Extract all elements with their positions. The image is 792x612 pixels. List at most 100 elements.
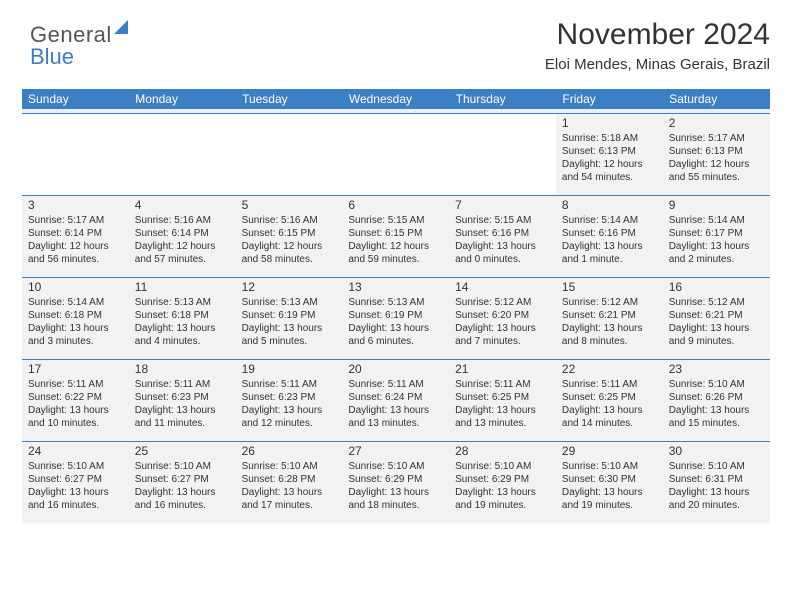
day-number: 5 [242,198,337,214]
day-number: 22 [562,362,657,378]
calendar-week-row: 10Sunrise: 5:14 AMSunset: 6:18 PMDayligh… [22,277,770,359]
day-info: Sunrise: 5:14 AMSunset: 6:16 PMDaylight:… [562,214,657,266]
calendar-day-cell: 13Sunrise: 5:13 AMSunset: 6:19 PMDayligh… [342,277,449,359]
day-info: Sunrise: 5:13 AMSunset: 6:19 PMDaylight:… [348,296,443,348]
day-number: 30 [669,444,764,460]
day-number: 23 [669,362,764,378]
day-info: Sunrise: 5:12 AMSunset: 6:21 PMDaylight:… [669,296,764,348]
day-number: 2 [669,116,764,132]
day-number: 15 [562,280,657,296]
day-info: Sunrise: 5:10 AMSunset: 6:27 PMDaylight:… [135,460,230,512]
page-title: November 2024 [22,18,770,52]
calendar-day-cell [449,113,556,195]
day-info: Sunrise: 5:16 AMSunset: 6:15 PMDaylight:… [242,214,337,266]
calendar-day-cell: 30Sunrise: 5:10 AMSunset: 6:31 PMDayligh… [663,441,770,523]
day-info: Sunrise: 5:13 AMSunset: 6:19 PMDaylight:… [242,296,337,348]
calendar-day-cell: 4Sunrise: 5:16 AMSunset: 6:14 PMDaylight… [129,195,236,277]
day-info: Sunrise: 5:10 AMSunset: 6:28 PMDaylight:… [242,460,337,512]
day-info: Sunrise: 5:11 AMSunset: 6:25 PMDaylight:… [562,378,657,430]
day-info: Sunrise: 5:12 AMSunset: 6:20 PMDaylight:… [455,296,550,348]
day-info: Sunrise: 5:10 AMSunset: 6:31 PMDaylight:… [669,460,764,512]
day-info: Sunrise: 5:11 AMSunset: 6:23 PMDaylight:… [242,378,337,430]
day-number: 17 [28,362,123,378]
day-number: 4 [135,198,230,214]
calendar-week-row: 17Sunrise: 5:11 AMSunset: 6:22 PMDayligh… [22,359,770,441]
calendar-day-cell: 24Sunrise: 5:10 AMSunset: 6:27 PMDayligh… [22,441,129,523]
calendar-day-cell: 20Sunrise: 5:11 AMSunset: 6:24 PMDayligh… [342,359,449,441]
day-number: 27 [348,444,443,460]
day-number: 29 [562,444,657,460]
calendar-day-cell: 8Sunrise: 5:14 AMSunset: 6:16 PMDaylight… [556,195,663,277]
brand-triangle-icon [114,20,128,34]
day-info: Sunrise: 5:18 AMSunset: 6:13 PMDaylight:… [562,132,657,184]
calendar-header-cell: Friday [556,89,663,109]
location-subtitle: Eloi Mendes, Minas Gerais, Brazil [22,56,770,73]
day-info: Sunrise: 5:12 AMSunset: 6:21 PMDaylight:… [562,296,657,348]
calendar-day-cell: 18Sunrise: 5:11 AMSunset: 6:23 PMDayligh… [129,359,236,441]
day-number: 1 [562,116,657,132]
day-info: Sunrise: 5:14 AMSunset: 6:18 PMDaylight:… [28,296,123,348]
day-info: Sunrise: 5:17 AMSunset: 6:14 PMDaylight:… [28,214,123,266]
calendar-header-cell: Tuesday [236,89,343,109]
calendar-table: SundayMondayTuesdayWednesdayThursdayFrid… [22,89,770,523]
calendar-day-cell: 10Sunrise: 5:14 AMSunset: 6:18 PMDayligh… [22,277,129,359]
day-number: 28 [455,444,550,460]
day-number: 6 [348,198,443,214]
calendar-day-cell: 29Sunrise: 5:10 AMSunset: 6:30 PMDayligh… [556,441,663,523]
calendar-day-cell: 27Sunrise: 5:10 AMSunset: 6:29 PMDayligh… [342,441,449,523]
day-info: Sunrise: 5:15 AMSunset: 6:15 PMDaylight:… [348,214,443,266]
day-number: 18 [135,362,230,378]
day-info: Sunrise: 5:15 AMSunset: 6:16 PMDaylight:… [455,214,550,266]
calendar-day-cell: 22Sunrise: 5:11 AMSunset: 6:25 PMDayligh… [556,359,663,441]
calendar-week-row: 24Sunrise: 5:10 AMSunset: 6:27 PMDayligh… [22,441,770,523]
day-info: Sunrise: 5:11 AMSunset: 6:25 PMDaylight:… [455,378,550,430]
calendar-day-cell: 9Sunrise: 5:14 AMSunset: 6:17 PMDaylight… [663,195,770,277]
day-info: Sunrise: 5:10 AMSunset: 6:30 PMDaylight:… [562,460,657,512]
calendar-day-cell: 16Sunrise: 5:12 AMSunset: 6:21 PMDayligh… [663,277,770,359]
calendar-day-cell: 15Sunrise: 5:12 AMSunset: 6:21 PMDayligh… [556,277,663,359]
calendar-day-cell: 28Sunrise: 5:10 AMSunset: 6:29 PMDayligh… [449,441,556,523]
brand-word-2: Blue [30,44,74,69]
calendar-day-cell: 25Sunrise: 5:10 AMSunset: 6:27 PMDayligh… [129,441,236,523]
calendar-day-cell: 2Sunrise: 5:17 AMSunset: 6:13 PMDaylight… [663,113,770,195]
day-info: Sunrise: 5:10 AMSunset: 6:27 PMDaylight:… [28,460,123,512]
day-number: 10 [28,280,123,296]
day-number: 11 [135,280,230,296]
day-info: Sunrise: 5:11 AMSunset: 6:23 PMDaylight:… [135,378,230,430]
calendar-day-cell [129,113,236,195]
calendar-day-cell: 1Sunrise: 5:18 AMSunset: 6:13 PMDaylight… [556,113,663,195]
day-number: 8 [562,198,657,214]
day-number: 12 [242,280,337,296]
calendar-day-cell: 23Sunrise: 5:10 AMSunset: 6:26 PMDayligh… [663,359,770,441]
day-info: Sunrise: 5:13 AMSunset: 6:18 PMDaylight:… [135,296,230,348]
day-info: Sunrise: 5:11 AMSunset: 6:22 PMDaylight:… [28,378,123,430]
day-number: 26 [242,444,337,460]
day-info: Sunrise: 5:14 AMSunset: 6:17 PMDaylight:… [669,214,764,266]
calendar-day-cell [342,113,449,195]
calendar-day-cell [22,113,129,195]
day-number: 21 [455,362,550,378]
calendar-header-cell: Monday [129,89,236,109]
day-info: Sunrise: 5:10 AMSunset: 6:26 PMDaylight:… [669,378,764,430]
calendar-header-cell: Saturday [663,89,770,109]
day-number: 3 [28,198,123,214]
day-info: Sunrise: 5:17 AMSunset: 6:13 PMDaylight:… [669,132,764,184]
day-number: 25 [135,444,230,460]
calendar-day-cell: 6Sunrise: 5:15 AMSunset: 6:15 PMDaylight… [342,195,449,277]
calendar-day-cell: 19Sunrise: 5:11 AMSunset: 6:23 PMDayligh… [236,359,343,441]
day-number: 9 [669,198,764,214]
calendar-day-cell: 17Sunrise: 5:11 AMSunset: 6:22 PMDayligh… [22,359,129,441]
calendar-week-row: 1Sunrise: 5:18 AMSunset: 6:13 PMDaylight… [22,113,770,195]
day-number: 20 [348,362,443,378]
day-info: Sunrise: 5:16 AMSunset: 6:14 PMDaylight:… [135,214,230,266]
header-block: November 2024 Eloi Mendes, Minas Gerais,… [22,18,770,73]
calendar-day-cell: 11Sunrise: 5:13 AMSunset: 6:18 PMDayligh… [129,277,236,359]
calendar-header-cell: Sunday [22,89,129,109]
calendar-header-cell: Thursday [449,89,556,109]
calendar-day-cell [236,113,343,195]
day-number: 13 [348,280,443,296]
calendar-day-cell: 26Sunrise: 5:10 AMSunset: 6:28 PMDayligh… [236,441,343,523]
day-number: 7 [455,198,550,214]
calendar-header-row: SundayMondayTuesdayWednesdayThursdayFrid… [22,89,770,109]
calendar-day-cell: 21Sunrise: 5:11 AMSunset: 6:25 PMDayligh… [449,359,556,441]
